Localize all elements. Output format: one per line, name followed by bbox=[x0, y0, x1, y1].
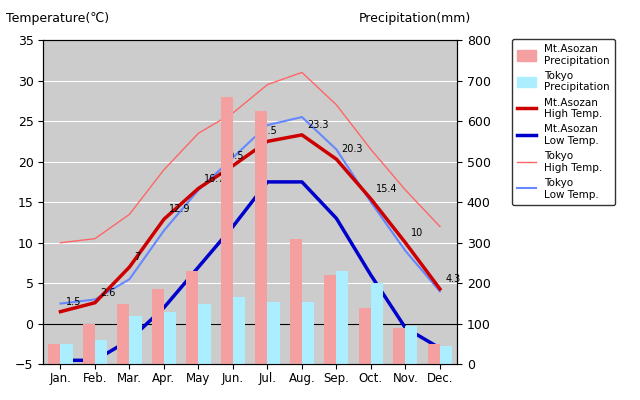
Bar bbox=[440, 346, 452, 364]
Text: 16.7: 16.7 bbox=[204, 174, 225, 184]
Bar bbox=[83, 324, 95, 364]
Text: 12.9: 12.9 bbox=[169, 204, 191, 214]
Text: Temperature(℃): Temperature(℃) bbox=[6, 12, 109, 25]
Bar bbox=[255, 111, 268, 364]
Text: 7: 7 bbox=[134, 252, 141, 262]
Text: 22.5: 22.5 bbox=[255, 126, 277, 136]
Bar bbox=[49, 344, 60, 364]
Bar bbox=[60, 344, 72, 364]
Bar bbox=[95, 340, 107, 364]
Bar bbox=[290, 239, 302, 364]
Bar bbox=[324, 275, 337, 364]
Bar bbox=[221, 97, 233, 364]
Bar bbox=[117, 304, 129, 364]
Bar bbox=[337, 271, 349, 364]
Text: 10: 10 bbox=[411, 228, 423, 238]
Bar bbox=[405, 326, 417, 364]
Text: 2.6: 2.6 bbox=[100, 288, 115, 298]
Text: 20.3: 20.3 bbox=[342, 144, 363, 154]
Legend: Mt.Asozan
Precipitation, Tokyo
Precipitation, Mt.Asozan
High Temp., Mt.Asozan
Lo: Mt.Asozan Precipitation, Tokyo Precipita… bbox=[512, 39, 615, 205]
Bar bbox=[268, 302, 280, 364]
Bar bbox=[371, 283, 383, 364]
Bar bbox=[394, 328, 405, 364]
Text: 15.4: 15.4 bbox=[376, 184, 397, 194]
Bar bbox=[428, 344, 440, 364]
Bar bbox=[233, 298, 245, 364]
Text: 4.3: 4.3 bbox=[445, 274, 460, 284]
Bar bbox=[359, 308, 371, 364]
Bar bbox=[186, 271, 198, 364]
Text: 23.3: 23.3 bbox=[307, 120, 328, 130]
Text: 19.5: 19.5 bbox=[223, 151, 244, 161]
Bar bbox=[198, 304, 211, 364]
Text: 1.5: 1.5 bbox=[66, 297, 81, 307]
Bar bbox=[164, 312, 176, 364]
Bar bbox=[152, 289, 164, 364]
Text: Precipitation(mm): Precipitation(mm) bbox=[358, 12, 470, 25]
Bar bbox=[302, 302, 314, 364]
Bar bbox=[129, 316, 141, 364]
